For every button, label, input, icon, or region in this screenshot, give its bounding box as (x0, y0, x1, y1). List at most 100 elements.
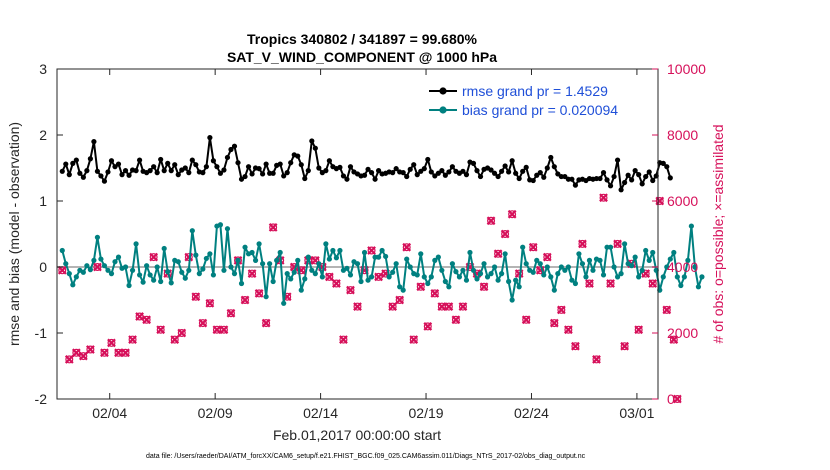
rmse-point (119, 172, 125, 178)
bias-point (425, 280, 431, 287)
rmse-point (572, 182, 579, 188)
obs-assimilated-stroke-b (191, 292, 201, 302)
bias-point (154, 264, 160, 270)
rmse-point (477, 173, 484, 180)
bias-point (94, 234, 101, 240)
bias-point (98, 256, 104, 262)
obs-assimilated-stroke-b (641, 269, 651, 278)
obs-assimilated-point (458, 302, 468, 311)
obs-assimilated-point (437, 302, 447, 311)
bias-point (685, 257, 691, 263)
legend-box (424, 76, 652, 120)
rmse-point (372, 176, 378, 182)
bias-point (323, 241, 329, 247)
bias-point (260, 261, 266, 267)
bias-point (692, 264, 698, 270)
rmse-point (151, 164, 157, 170)
rmse-point (414, 172, 420, 178)
bias-point (73, 274, 79, 280)
bias-point (326, 256, 332, 262)
obs-assimilated-stroke-b (64, 355, 74, 364)
x-tick-label: 02/09 (198, 405, 233, 421)
rmse-point (73, 157, 79, 163)
obs-assimilated-point (71, 348, 81, 358)
obs-possible-point (156, 325, 165, 334)
obs-assimilated-stroke-b (212, 325, 222, 335)
obs-assimilated-stroke-b (556, 305, 566, 315)
obs-assimilated-point (64, 355, 74, 364)
rmse-point (523, 164, 529, 170)
obs-assimilated-stroke-b (549, 318, 559, 328)
obs-assimilated-stroke-b (374, 272, 383, 282)
chart-subtitle: SAT_V_WIND_COMPONENT @ 1000 hPa (227, 49, 497, 65)
obs-assimilated-stroke-b (156, 325, 166, 335)
bias-point (439, 267, 445, 273)
bias-point (446, 284, 452, 290)
rmse-point (439, 168, 445, 174)
obs-series-layer (57, 193, 682, 404)
y-right-axis-ticks: 0 2000 4000 6000 8000 10000 (652, 61, 706, 407)
obs-assimilated-point (563, 325, 573, 335)
obs-possible-point (86, 345, 95, 354)
bias-point (428, 274, 434, 280)
obs-possible-point (444, 302, 453, 311)
rmse-point (231, 143, 238, 149)
obs-assimilated-stroke-b (247, 269, 257, 278)
bias-point (562, 267, 568, 273)
bias-point (305, 254, 311, 260)
bias-point (365, 277, 371, 283)
rmse-point (495, 173, 501, 180)
obs-assimilated-stroke-b (205, 298, 215, 308)
rmse-point (200, 170, 206, 176)
rmse-point (347, 164, 354, 170)
obs-assimilated-point (156, 325, 166, 335)
obs-assimilated-stroke-b (458, 302, 468, 311)
bias-point (681, 274, 687, 280)
bias-point (474, 276, 480, 282)
obs-assimilated-point (78, 351, 88, 361)
rmse-point (509, 158, 515, 164)
y-left-tick-label: -1 (35, 325, 48, 341)
obs-possible-point (613, 239, 622, 248)
obs-possible-point (409, 335, 418, 344)
rmse-point (66, 172, 72, 178)
obs-possible-point (121, 348, 130, 357)
obs-possible-point (543, 253, 552, 262)
y-left-tick-label: 1 (39, 193, 47, 209)
obs-possible-point (416, 282, 425, 291)
bias-point (221, 267, 227, 273)
bias-point (200, 266, 206, 272)
rmse-point (643, 173, 649, 180)
bias-point (393, 261, 399, 267)
bias-point (583, 274, 589, 280)
rmse-point (94, 168, 101, 174)
obs-assimilated-point (212, 325, 222, 335)
obs-assimilated-point (219, 325, 229, 335)
obs-assimilated-stroke-b (528, 242, 538, 252)
rmse-point (158, 156, 164, 163)
bias-point (551, 287, 557, 293)
rmse-point (59, 168, 65, 174)
x-tick-label: 02/24 (514, 405, 549, 421)
rmse-point (122, 168, 129, 174)
plot-frame (56, 68, 659, 400)
bias-point (122, 264, 129, 270)
bias-point (544, 264, 550, 270)
rmse-point (172, 162, 178, 168)
rmse-point (323, 168, 329, 174)
obs-assimilated-stroke-b (409, 335, 419, 344)
bias-point (523, 261, 529, 267)
rmse-point (442, 172, 448, 178)
bias-point (607, 244, 614, 250)
obs-possible-point (388, 302, 397, 311)
obs-possible-point (634, 325, 643, 334)
bias-point (699, 274, 705, 280)
y-right-tick-label: 10000 (667, 61, 706, 77)
rmse-point (193, 162, 199, 168)
obs-assimilated-point (332, 279, 341, 288)
obs-assimilated-stroke-b (219, 325, 229, 335)
rmse-point (614, 157, 621, 163)
obs-possible-point (170, 335, 179, 344)
obs-possible-point (550, 319, 559, 328)
y-right-tick-label: 2000 (667, 325, 698, 341)
